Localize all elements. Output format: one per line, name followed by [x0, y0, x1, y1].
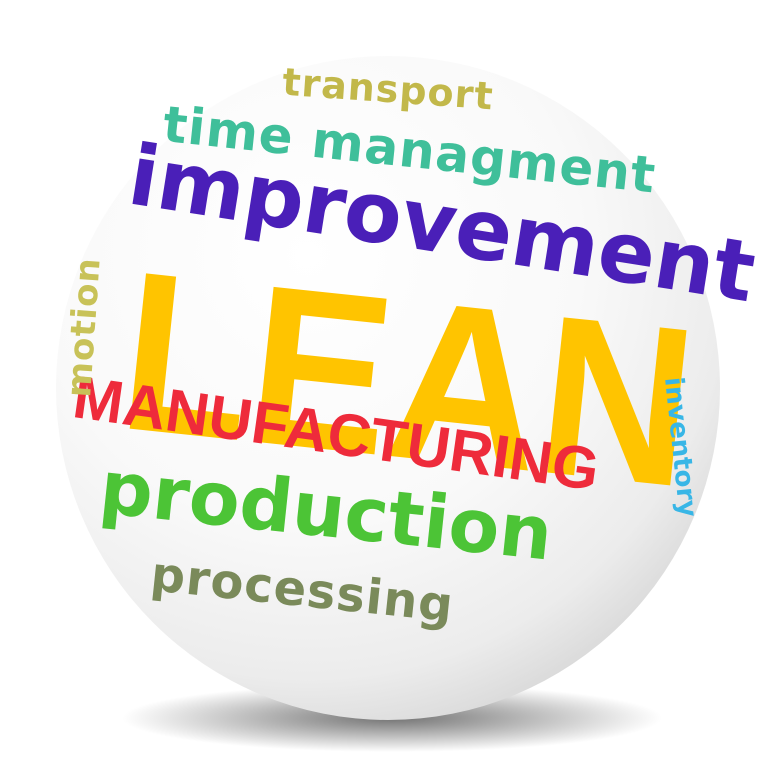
word-motion: motion — [59, 256, 109, 399]
white-sphere-icon — [56, 56, 720, 720]
word-lean: LEAN — [111, 224, 706, 536]
